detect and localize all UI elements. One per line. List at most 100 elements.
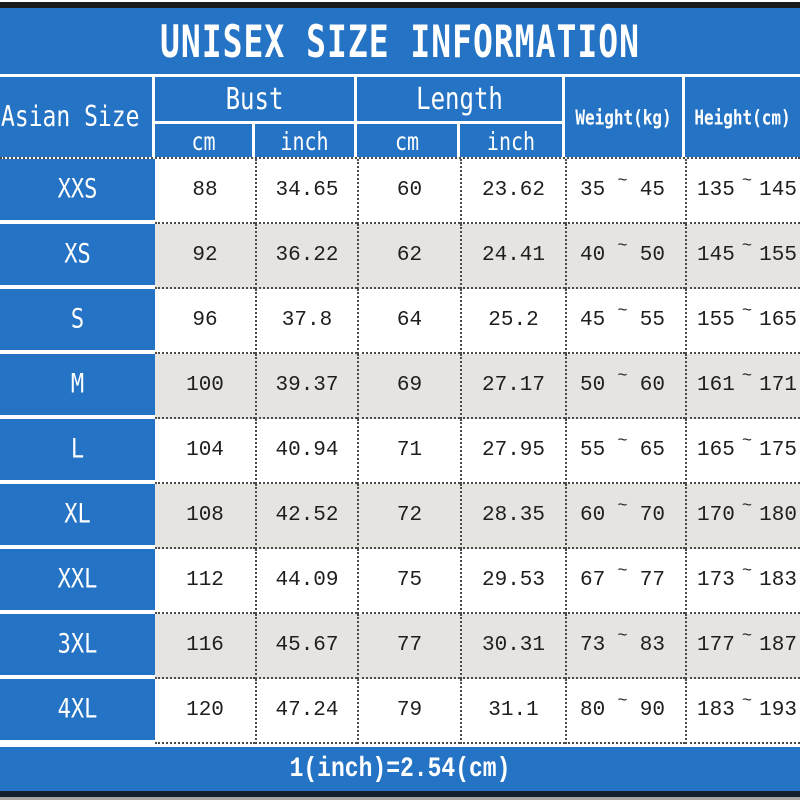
- length-cm-value: 62: [357, 224, 460, 289]
- length-inch-value: 25.2: [460, 289, 565, 354]
- size-label: L: [0, 419, 155, 484]
- bust-inch-value: 47.24: [255, 679, 357, 744]
- size-label: XXS: [0, 159, 155, 224]
- table-body: XXS 88 34.65 60 23.62 35 ~45 135 ~145 XS 9…: [0, 157, 800, 744]
- weight-range: 45 ~55: [565, 289, 685, 354]
- length-inch-value: 29.53: [460, 549, 565, 614]
- size-label: 3XL: [0, 614, 155, 679]
- table-row-l: L 104 40.94 71 27.95 55 ~65 165 ~175: [0, 419, 800, 484]
- size-label: S: [0, 289, 155, 354]
- tilde-symbol: ~: [617, 172, 628, 191]
- height-range: 155 ~165: [685, 289, 800, 354]
- tilde-symbol: ~: [741, 627, 753, 646]
- length-inch-value: 31.1: [460, 679, 565, 744]
- bust-inch-value: 45.67: [255, 614, 357, 679]
- length-cm-value: 72: [357, 484, 460, 549]
- header-length-cm: cm: [357, 124, 457, 157]
- length-inch-value: 27.95: [460, 419, 565, 484]
- weight-range: 80 ~90: [565, 679, 685, 744]
- height-range: 135 ~145: [685, 159, 800, 224]
- tilde-symbol: ~: [617, 497, 628, 516]
- size-label: XL: [0, 484, 155, 549]
- divider: [0, 74, 800, 77]
- title-band: UNISEX SIZE INFORMATION: [0, 8, 800, 74]
- tilde-symbol: ~: [741, 302, 753, 321]
- bottom-gray-strip: [0, 797, 800, 800]
- tilde-symbol: ~: [741, 497, 753, 516]
- tilde-symbol: ~: [741, 432, 753, 451]
- weight-range: 55 ~65: [565, 419, 685, 484]
- header-length-inch: inch: [460, 124, 562, 157]
- bust-cm-value: 112: [155, 549, 255, 614]
- header-height: Height(cm): [685, 77, 800, 157]
- length-inch-value: 28.35: [460, 484, 565, 549]
- height-range: 183 ~193: [685, 679, 800, 744]
- tilde-symbol: ~: [741, 562, 753, 581]
- length-cm-value: 79: [357, 679, 460, 744]
- length-inch-value: 24.41: [460, 224, 565, 289]
- height-range: 173 ~183: [685, 549, 800, 614]
- table-row-m: M 100 39.37 69 27.17 50 ~60 161 ~171: [0, 354, 800, 419]
- table-row-xxs: XXS 88 34.65 60 23.62 35 ~45 135 ~145: [0, 159, 800, 224]
- length-cm-value: 71: [357, 419, 460, 484]
- tilde-symbol: ~: [741, 692, 753, 711]
- top-white-strip: [0, 0, 800, 2]
- bust-inch-value: 40.94: [255, 419, 357, 484]
- table-row-xxl: XXL 112 44.09 75 29.53 67 ~77 173 ~183: [0, 549, 800, 614]
- table-row-s: S 96 37.8 64 25.2 45 ~55 155 ~165: [0, 289, 800, 354]
- bust-inch-value: 37.8: [255, 289, 357, 354]
- weight-range: 40 ~50: [565, 224, 685, 289]
- bottom-black-bar: [0, 791, 800, 797]
- bust-cm-value: 88: [155, 159, 255, 224]
- size-label: XS: [0, 224, 155, 289]
- bust-cm-value: 92: [155, 224, 255, 289]
- height-range: 170 ~180: [685, 484, 800, 549]
- header-bust-inch: inch: [255, 124, 354, 157]
- header-asian-size: Asian Size: [0, 77, 152, 157]
- height-range: 165 ~175: [685, 419, 800, 484]
- height-range: 177 ~187: [685, 614, 800, 679]
- bust-cm-value: 116: [155, 614, 255, 679]
- length-cm-value: 64: [357, 289, 460, 354]
- bust-inch-value: 44.09: [255, 549, 357, 614]
- size-label: 4XL: [0, 679, 155, 744]
- bust-inch-value: 39.37: [255, 354, 357, 419]
- bust-cm-value: 108: [155, 484, 255, 549]
- table-row-xs: XS 92 36.22 62 24.41 40 ~50 145 ~155: [0, 224, 800, 289]
- tilde-symbol: ~: [741, 237, 753, 256]
- tilde-symbol: ~: [617, 432, 628, 451]
- table-row-3xl: 3XL 116 45.67 77 30.31 73 ~83 177 ~187: [0, 614, 800, 679]
- length-inch-value: 23.62: [460, 159, 565, 224]
- tilde-symbol: ~: [741, 367, 753, 386]
- length-inch-value: 27.17: [460, 354, 565, 419]
- header-weight: Weight(kg): [565, 77, 682, 157]
- tilde-symbol: ~: [617, 237, 628, 256]
- table-header: Asian Size Bust Length Weight(kg) Height…: [0, 77, 800, 157]
- bust-inch-value: 34.65: [255, 159, 357, 224]
- bust-cm-value: 96: [155, 289, 255, 354]
- tilde-symbol: ~: [617, 627, 628, 646]
- footer-band: 1(inch)=2.54(cm): [0, 747, 800, 791]
- weight-range: 67 ~77: [565, 549, 685, 614]
- length-cm-value: 77: [357, 614, 460, 679]
- bust-inch-value: 42.52: [255, 484, 357, 549]
- tilde-symbol: ~: [617, 562, 628, 581]
- tilde-symbol: ~: [617, 302, 628, 321]
- header-length-group: Length: [357, 77, 562, 121]
- weight-range: 50 ~60: [565, 354, 685, 419]
- length-inch-value: 30.31: [460, 614, 565, 679]
- tilde-symbol: ~: [617, 692, 628, 711]
- bust-cm-value: 120: [155, 679, 255, 744]
- bust-inch-value: 36.22: [255, 224, 357, 289]
- header-bust-cm: cm: [155, 124, 252, 157]
- bust-cm-value: 104: [155, 419, 255, 484]
- bust-cm-value: 100: [155, 354, 255, 419]
- header-bust-group: Bust: [155, 77, 354, 121]
- tilde-symbol: ~: [741, 172, 753, 191]
- table-row-xl: XL 108 42.52 72 28.35 60 ~70 170 ~180: [0, 484, 800, 549]
- conversion-note: 1(inch)=2.54(cm): [289, 753, 511, 785]
- weight-range: 73 ~83: [565, 614, 685, 679]
- tilde-symbol: ~: [617, 367, 628, 386]
- size-label: M: [0, 354, 155, 419]
